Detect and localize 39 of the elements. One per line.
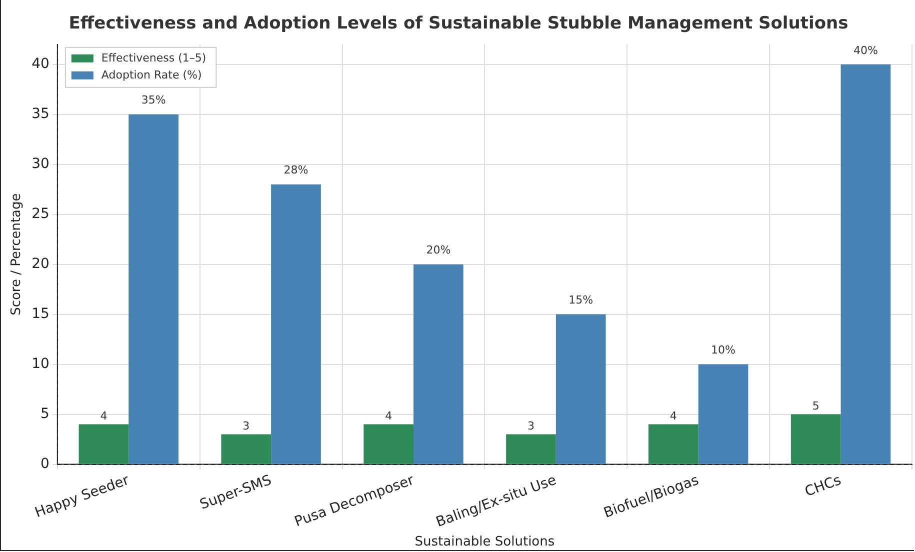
bar [790, 414, 841, 464]
bar [698, 364, 748, 464]
data-label: 4 [385, 410, 392, 423]
bar [556, 314, 606, 464]
legend-label: Effectiveness (1–5) [101, 51, 206, 64]
y-tick-label: 20 [32, 256, 50, 272]
bar [413, 264, 464, 464]
data-label: 3 [527, 420, 534, 433]
bar [78, 424, 129, 464]
y-tick-label: 0 [40, 456, 50, 472]
bar [128, 114, 178, 464]
y-tick-label: 5 [40, 406, 50, 422]
y-tick-label: 40 [32, 56, 50, 72]
bar [840, 64, 891, 464]
data-label: 4 [100, 410, 108, 423]
y-tick-label: 10 [32, 356, 50, 372]
y-tick-label: 15 [32, 306, 50, 322]
data-label: 4 [670, 410, 677, 423]
data-label: 15% [568, 294, 594, 307]
bar [648, 424, 698, 464]
chart-title: Effectiveness and Adoption Levels of Sustainable Stubble Management Solutions [68, 14, 848, 34]
y-tick-label: 25 [32, 206, 50, 222]
y-tick-label: 30 [32, 156, 50, 172]
data-label: 20% [426, 244, 451, 257]
x-axis-title: Sustainable Solutions [414, 534, 555, 550]
bar [221, 434, 272, 464]
bar [271, 184, 321, 464]
data-label: 3 [242, 420, 250, 433]
bar [506, 434, 556, 464]
x-tick-label: CHCs [802, 472, 844, 500]
data-label: 40% [853, 44, 878, 57]
data-label: 28% [284, 164, 308, 177]
y-tick-label: 35 [32, 106, 50, 122]
y-axis-title: Score / Percentage [9, 193, 24, 316]
data-label: 10% [711, 344, 736, 357]
legend-label: Adoption Rate (%) [101, 68, 202, 82]
bar [364, 424, 414, 464]
data-label: 35% [141, 94, 166, 107]
data-label: 5 [812, 400, 820, 413]
